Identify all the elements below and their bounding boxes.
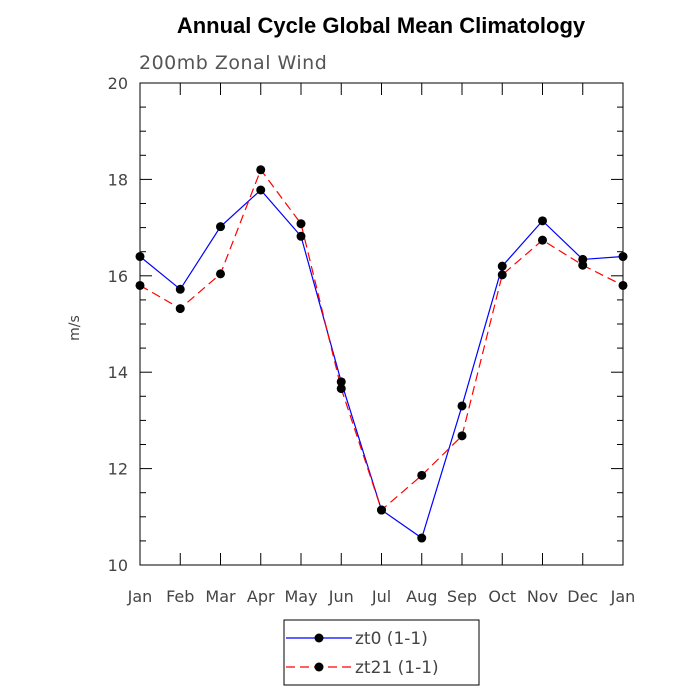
series-line-2 [139, 168, 624, 512]
series-1-marker [497, 261, 507, 271]
legend-label-2: zt21 (1-1) [355, 658, 439, 678]
series-1-marker [417, 533, 427, 543]
y-tick-label: 16 [108, 267, 128, 286]
series-line-1 [139, 189, 624, 539]
series-2-marker [336, 384, 346, 394]
x-tick-label: Aug [406, 587, 437, 606]
legend-marker-2 [314, 662, 324, 672]
legend-marker-1 [314, 633, 324, 643]
x-tick-label: Sep [447, 587, 477, 606]
legend-box [283, 619, 480, 686]
series-2-marker [457, 431, 467, 441]
series-2-marker [497, 270, 507, 280]
x-tick-label: Feb [166, 587, 194, 606]
x-tick-label: Mar [205, 587, 236, 606]
series-1-marker [175, 284, 185, 294]
series-1-marker [216, 222, 225, 232]
plot-frame [139, 82, 624, 566]
y-tick-label: 20 [108, 74, 128, 93]
legend-label-1: zt0 (1-1) [355, 629, 428, 649]
x-tick-label: Oct [488, 587, 516, 606]
y-tick-label: 18 [108, 170, 128, 189]
series-1-marker [256, 185, 266, 195]
series-2-marker [417, 470, 427, 480]
y-tick-label: 14 [108, 363, 128, 382]
axis-tick-labels: 10 12 14 16 18 20 Jan Feb Mar Apr May Jun Jul Aug Sep O… [108, 74, 636, 606]
chart-subtitle: 200mb Zonal Wind [139, 52, 327, 74]
x-tick-label: Jan [127, 587, 153, 606]
x-tick-label: May [284, 587, 317, 606]
series-2-marker [175, 304, 185, 314]
series-2-marker [377, 505, 386, 515]
series-1-marker [538, 216, 547, 226]
y-axis-label: m/s [67, 315, 83, 341]
series-group [135, 165, 628, 543]
y-tick-label: 10 [108, 556, 128, 575]
x-tick-label: Jan [610, 587, 636, 606]
axis-ticks [139, 82, 624, 566]
x-tick-label: Jul [371, 587, 391, 606]
series-1-marker [336, 377, 346, 387]
chart-title: Annual Cycle Global Mean Climatology [177, 13, 586, 38]
series-2-marker [296, 219, 306, 229]
series-2-marker [256, 165, 266, 175]
y-tick-label: 12 [108, 460, 128, 479]
series-2-marker [578, 260, 588, 270]
x-tick-label: Dec [567, 587, 598, 606]
x-tick-label: Nov [527, 587, 558, 606]
x-tick-label: Jun [328, 587, 354, 606]
series-1-marker [457, 401, 467, 411]
series-2-marker [216, 269, 225, 279]
x-tick-label: Apr [247, 587, 275, 606]
series-2-marker [538, 235, 547, 245]
series-1-marker [296, 231, 306, 241]
legend: zt0 (1-1) zt21 (1-1) [283, 619, 480, 686]
